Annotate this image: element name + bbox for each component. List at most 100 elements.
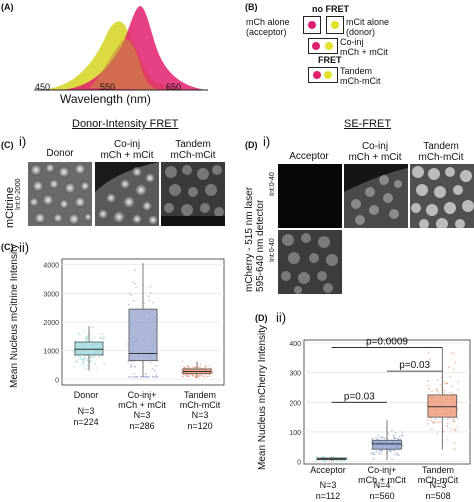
jitter-point — [457, 381, 459, 383]
panel-label-d-ii: (D) — [255, 313, 268, 323]
mcit-alone-box — [326, 16, 344, 34]
jitter-point — [436, 389, 439, 391]
jitter-point — [211, 370, 214, 373]
jitter-point — [430, 420, 432, 422]
jitter-point — [457, 388, 459, 391]
se-micrograph-acceptor-direct — [278, 230, 342, 294]
y-tick-label: 0 — [297, 460, 301, 467]
jitter-point — [387, 432, 389, 434]
jitter-point — [130, 364, 132, 366]
jitter-point — [447, 439, 449, 441]
spectrum-tick-650: 650 — [166, 82, 182, 92]
jitter-point — [85, 336, 87, 339]
emission-spectrum-plot — [34, 6, 208, 91]
jitter-point — [436, 379, 439, 381]
jitter-point — [452, 418, 455, 420]
jitter-point — [143, 302, 145, 304]
jitter-point — [192, 375, 194, 377]
jitter-point — [143, 376, 145, 378]
jitter-point — [453, 368, 455, 370]
jitter-point — [192, 366, 194, 369]
jitter-point — [380, 452, 383, 455]
jitter-point — [377, 435, 380, 437]
se-col-label-tandem: Tandem mCh-mCit — [418, 141, 464, 163]
panel-label-c-i: i) — [19, 134, 27, 149]
jitter-point — [78, 358, 80, 360]
jitter-point — [204, 376, 206, 378]
jitter-point — [94, 363, 97, 365]
jitter-point — [132, 281, 134, 283]
mch-alone-box — [303, 16, 321, 34]
jitter-point — [427, 384, 429, 386]
jitter-point — [204, 373, 207, 376]
jitter-point — [440, 383, 442, 386]
jitter-point — [72, 349, 75, 352]
c-ii-box-plot: 0 1000 2000 3000 4000 — [43, 258, 225, 386]
jitter-point — [127, 360, 129, 363]
jitter-point — [201, 375, 204, 377]
jitter-point — [153, 376, 156, 378]
jitter-point — [394, 437, 397, 440]
jitter-point — [75, 340, 77, 342]
jitter-point — [135, 286, 137, 289]
jitter-point — [380, 449, 383, 452]
jitter-point — [383, 437, 386, 440]
jitter-point — [453, 428, 456, 431]
jitter-point — [439, 421, 441, 423]
y-tick-label: 400 — [289, 341, 301, 348]
jitter-point — [446, 418, 449, 420]
jitter-point — [133, 372, 136, 375]
jitter-point — [103, 363, 105, 365]
jitter-point — [343, 459, 346, 462]
jitter-point — [86, 359, 88, 362]
d-ii-cat-acceptor: Acceptor — [310, 465, 346, 475]
jitter-point — [82, 361, 85, 364]
jitter-point — [395, 432, 397, 434]
jitter-point — [155, 365, 157, 367]
y-tick-label: 200 — [289, 400, 301, 407]
jitter-point — [392, 434, 395, 437]
jitter-point — [442, 431, 445, 433]
jitter-point — [457, 426, 459, 428]
jitter-point — [451, 385, 453, 388]
jitter-point — [134, 269, 136, 272]
jitter-point — [188, 366, 190, 368]
jitter-point — [85, 337, 88, 340]
jitter-point — [83, 330, 85, 332]
jitter-point — [200, 363, 202, 366]
jitter-point — [188, 373, 191, 376]
jitter-point — [103, 337, 105, 340]
jitter-point — [211, 367, 213, 370]
jitter-point — [426, 419, 429, 421]
jitter-point — [436, 391, 439, 393]
jitter-point — [449, 417, 451, 419]
micrograph-tandem — [161, 162, 225, 226]
spectrum-tick-550: 550 — [100, 82, 116, 92]
jitter-point — [148, 299, 150, 302]
jitter-point — [195, 366, 197, 369]
d-ii-count-coinj: N=4 n=560 — [369, 480, 395, 501]
jitter-point — [82, 364, 85, 366]
tandem-label: Tandem mCh-mCit — [340, 66, 381, 86]
jitter-point — [372, 451, 375, 454]
jitter-point — [456, 408, 459, 410]
se-col-label-acceptor: Acceptor — [289, 151, 329, 162]
jitter-point — [133, 300, 135, 302]
jitter-point — [443, 381, 445, 383]
jitter-point — [80, 357, 82, 360]
jitter-point — [82, 358, 85, 360]
c-ii-cat-donor: Donor — [73, 390, 99, 400]
jitter-point — [74, 360, 77, 363]
jitter-point — [378, 452, 380, 455]
micrograph-coinj — [95, 162, 159, 226]
jitter-point — [130, 365, 133, 367]
jitter-point — [91, 337, 93, 340]
jitter-point — [372, 458, 375, 461]
jitter-point — [154, 369, 156, 372]
jitter-point — [148, 376, 150, 378]
jitter-point — [187, 373, 189, 376]
jitter-point — [450, 428, 452, 430]
jitter-point — [454, 361, 457, 364]
jitter-point — [132, 376, 135, 378]
se-micrograph-tandem — [410, 164, 474, 228]
